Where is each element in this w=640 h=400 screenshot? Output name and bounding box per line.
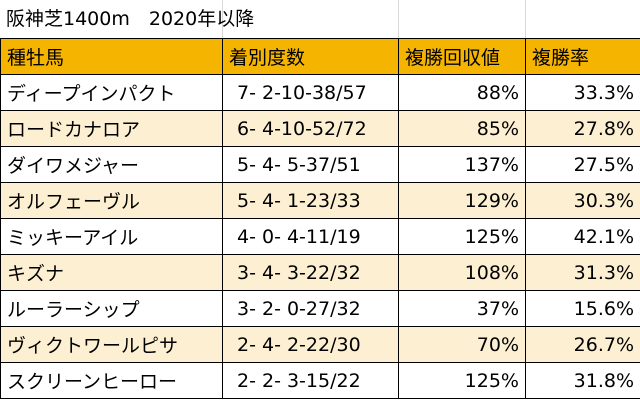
cell-place-rate[interactable]: 31.3% bbox=[525, 254, 640, 291]
cell-record[interactable]: 4- 0- 4-11/19 bbox=[222, 218, 399, 255]
cell-record[interactable]: 5- 4- 1-23/33 bbox=[222, 182, 399, 219]
sheet-title: 阪神芝1400m 2020年以降 bbox=[6, 8, 255, 30]
table-row: ディープインパクト 7- 2-10-38/57 88% 33.3% bbox=[0, 74, 640, 111]
cell-place-return[interactable]: 108% bbox=[398, 254, 526, 291]
cell-sire[interactable]: スクリーンヒーロー bbox=[0, 362, 223, 399]
cell-place-return[interactable]: 125% bbox=[398, 218, 526, 255]
table-row: オルフェーヴル 5- 4- 1-23/33 129% 30.3% bbox=[0, 182, 640, 219]
gridline-col-2 bbox=[398, 0, 399, 38]
cell-place-return[interactable]: 129% bbox=[398, 182, 526, 219]
table-row: ルーラーシップ 3- 2- 0-27/32 37% 15.6% bbox=[0, 290, 640, 327]
table-row: キズナ 3- 4- 3-22/32 108% 31.3% bbox=[0, 254, 640, 291]
cell-sire[interactable]: ダイワメジャー bbox=[0, 146, 223, 183]
cell-place-rate[interactable]: 27.5% bbox=[525, 146, 640, 183]
cell-place-rate[interactable]: 26.7% bbox=[525, 326, 640, 363]
table-row: ミッキーアイル 4- 0- 4-11/19 125% 42.1% bbox=[0, 218, 640, 255]
cell-place-rate[interactable]: 30.3% bbox=[525, 182, 640, 219]
header-row: 種牡馬 着別度数 複勝回収値 複勝率 bbox=[0, 38, 640, 75]
cell-record[interactable]: 6- 4-10-52/72 bbox=[222, 110, 399, 147]
sire-stats-table: 種牡馬 着別度数 複勝回収値 複勝率 ディープインパクト 7- 2-10-38/… bbox=[0, 38, 640, 399]
cell-record[interactable]: 2- 2- 3-15/22 bbox=[222, 362, 399, 399]
table-row: ダイワメジャー 5- 4- 5-37/51 137% 27.5% bbox=[0, 146, 640, 183]
cell-sire[interactable]: オルフェーヴル bbox=[0, 182, 223, 219]
header-sire[interactable]: 種牡馬 bbox=[0, 38, 223, 75]
header-place-return[interactable]: 複勝回収値 bbox=[398, 38, 526, 75]
cell-place-return[interactable]: 125% bbox=[398, 362, 526, 399]
table-row: スクリーンヒーロー 2- 2- 3-15/22 125% 31.8% bbox=[0, 362, 640, 399]
cell-sire[interactable]: キズナ bbox=[0, 254, 223, 291]
cell-record[interactable]: 2- 4- 2-22/30 bbox=[222, 326, 399, 363]
cell-place-return[interactable]: 88% bbox=[398, 74, 526, 111]
gridline-col-1 bbox=[222, 0, 223, 38]
cell-record[interactable]: 7- 2-10-38/57 bbox=[222, 74, 399, 111]
cell-place-return[interactable]: 70% bbox=[398, 326, 526, 363]
table-row: ロードカナロア 6- 4-10-52/72 85% 27.8% bbox=[0, 110, 640, 147]
cell-place-rate[interactable]: 33.3% bbox=[525, 74, 640, 111]
cell-record[interactable]: 3- 4- 3-22/32 bbox=[222, 254, 399, 291]
cell-place-rate[interactable]: 31.8% bbox=[525, 362, 640, 399]
cell-place-rate[interactable]: 27.8% bbox=[525, 110, 640, 147]
cell-place-rate[interactable]: 42.1% bbox=[525, 218, 640, 255]
cell-sire[interactable]: ロードカナロア bbox=[0, 110, 223, 147]
cell-place-rate[interactable]: 15.6% bbox=[525, 290, 640, 327]
cell-place-return[interactable]: 85% bbox=[398, 110, 526, 147]
cell-record[interactable]: 3- 2- 0-27/32 bbox=[222, 290, 399, 327]
cell-sire[interactable]: ミッキーアイル bbox=[0, 218, 223, 255]
cell-place-return[interactable]: 137% bbox=[398, 146, 526, 183]
header-place-rate[interactable]: 複勝率 bbox=[525, 38, 640, 75]
gridline-col-3 bbox=[525, 0, 526, 38]
cell-place-return[interactable]: 37% bbox=[398, 290, 526, 327]
header-record[interactable]: 着別度数 bbox=[222, 38, 399, 75]
cell-sire[interactable]: ルーラーシップ bbox=[0, 290, 223, 327]
cell-sire[interactable]: ヴィクトワールピサ bbox=[0, 326, 223, 363]
cell-record[interactable]: 5- 4- 5-37/51 bbox=[222, 146, 399, 183]
table-row: ヴィクトワールピサ 2- 4- 2-22/30 70% 26.7% bbox=[0, 326, 640, 363]
cell-sire[interactable]: ディープインパクト bbox=[0, 74, 223, 111]
